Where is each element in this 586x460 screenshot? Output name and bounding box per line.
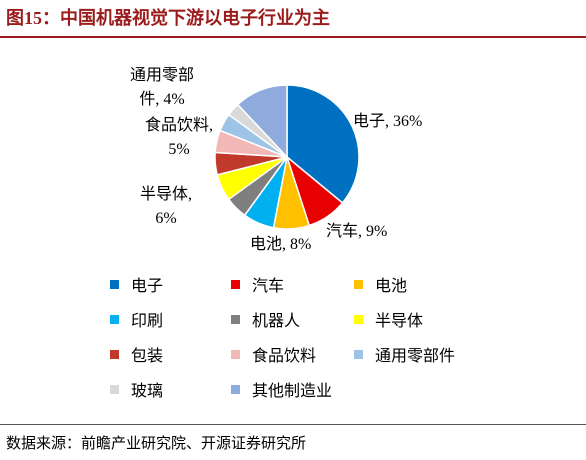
legend-label: 通用零部件: [375, 348, 456, 365]
legend-swatch: [110, 279, 119, 289]
legend-swatch: [231, 279, 240, 289]
data-label: 半导体, 6%: [140, 186, 193, 227]
legend-item: 印刷: [110, 307, 163, 331]
legend-label: 机器人: [252, 313, 301, 330]
legend-item: 电子: [110, 272, 163, 296]
legend-label: 印刷: [131, 313, 164, 330]
legend-swatch: [231, 349, 240, 359]
legend-swatch: [110, 314, 119, 324]
legend-label: 电子: [131, 278, 164, 295]
data-label: 食品饮料, 5%: [145, 117, 214, 158]
data-label: 汽车, 9%: [326, 223, 388, 240]
legend-item: 食品饮料: [231, 342, 316, 366]
data-label: 电子, 36%: [353, 113, 423, 130]
legend-item: 其他制造业: [231, 377, 332, 401]
pie: [214, 84, 360, 230]
legend-label: 汽车: [252, 278, 285, 295]
legend-label: 食品饮料: [252, 348, 317, 365]
legend-swatch: [110, 384, 119, 394]
legend-label: 半导体: [375, 313, 424, 330]
legend-swatch: [231, 314, 240, 324]
source: 数据来源：前瞻产业研究院、开源证券研究所: [6, 436, 307, 452]
source-rule: [0, 424, 586, 425]
pie-slice: [236, 84, 288, 159]
legend-item: 玻璃: [110, 377, 163, 401]
legend-swatch: [354, 279, 363, 289]
legend-label: 电池: [375, 278, 408, 295]
legend-swatch: [231, 384, 240, 394]
legend-item: 电池: [354, 272, 407, 296]
legend-item: 半导体: [354, 307, 423, 331]
legend-label: 包装: [131, 348, 164, 365]
legend-item: 汽车: [231, 272, 284, 296]
legend-swatch: [354, 314, 363, 324]
legend-label: 玻璃: [131, 383, 164, 400]
chart-title: 图15：中国机器视觉下游以电子行业为主: [6, 8, 330, 28]
data-label: 通用零部 件, 4%: [130, 67, 195, 108]
pie-slice: [286, 84, 360, 204]
data-label: 电池, 8%: [250, 236, 312, 253]
legend-swatch: [354, 349, 363, 359]
legend-item: 包装: [110, 342, 163, 366]
legend-item: 机器人: [231, 307, 300, 331]
legend-item: 通用零部件: [354, 342, 455, 366]
title-rule: [0, 36, 586, 38]
legend-label: 其他制造业: [252, 383, 333, 400]
legend-swatch: [110, 349, 119, 359]
